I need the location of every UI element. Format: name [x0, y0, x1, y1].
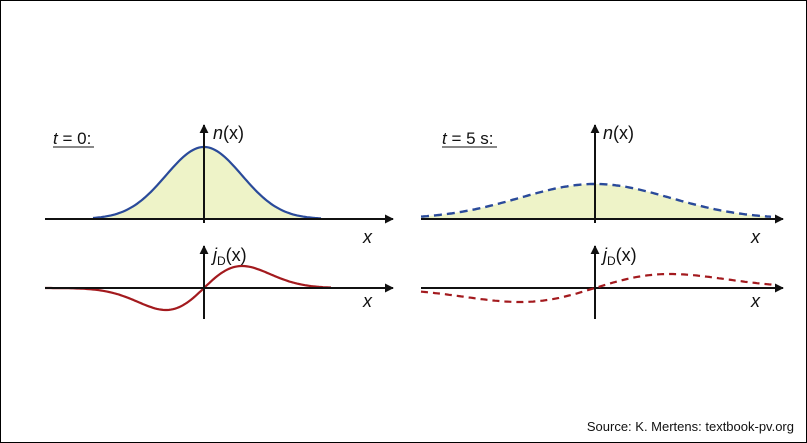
panel-t0-current-label: jD(x)	[210, 245, 247, 268]
panel-t0: t = 0: n(x) x jD(x) x	[45, 123, 394, 319]
panel-t0-time-label: t = 0:	[53, 129, 91, 148]
panel-t5-x-label-top: x	[750, 227, 761, 247]
source-credit: Source: K. Mertens: textbook-pv.org	[586, 419, 794, 434]
panel-t0-density-label: n(x)	[213, 123, 244, 143]
panel-t0-density-curve	[92, 145, 322, 220]
panel-t0-current-curve	[45, 264, 331, 312]
panel-t5-time-label: t = 5 s:	[442, 129, 494, 148]
panel-t5-current-label: jD(x)	[600, 245, 637, 268]
panel-t5-density-label: n(x)	[603, 123, 634, 143]
panel-t0-x-label-top: x	[362, 227, 373, 247]
panel-t0-density-fill	[93, 147, 321, 219]
panel-t5-x-label-bottom: x	[750, 291, 761, 311]
panel-t5-density-curve	[420, 182, 772, 218]
panel-t0-x-label-bottom: x	[362, 291, 373, 311]
panel-t5: t = 5 s: n(x) x jD(x) x	[420, 123, 784, 319]
